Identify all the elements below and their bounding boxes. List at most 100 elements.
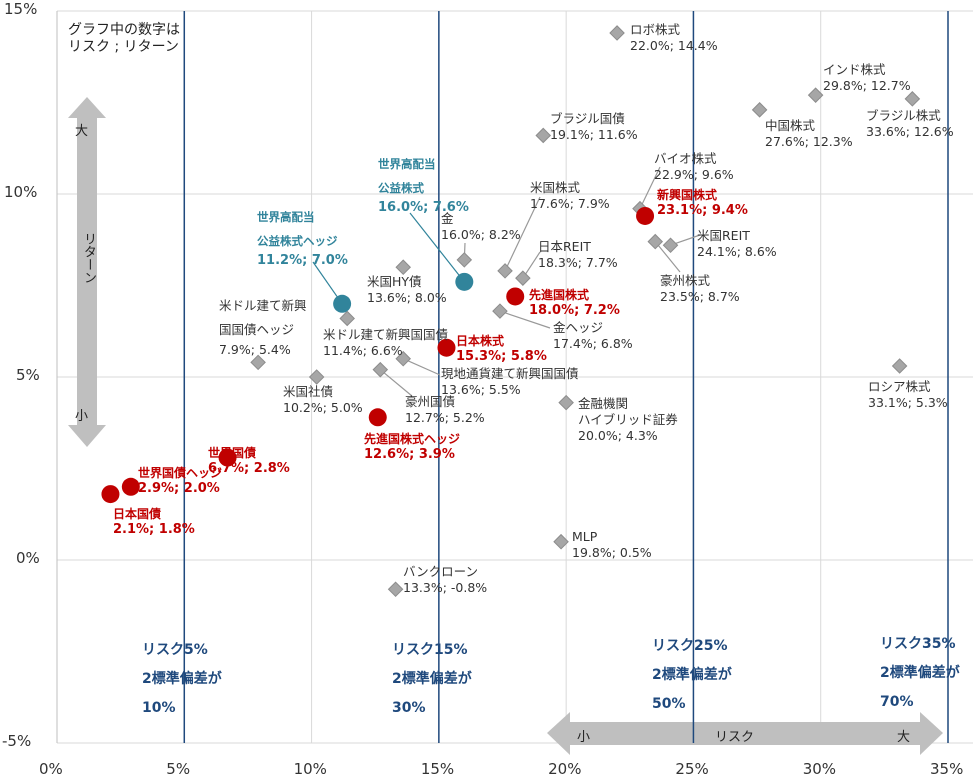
- risk-annotation-line: リスク15%: [392, 642, 468, 658]
- risk-annotation: リスク5% 2標準偏差が 10%: [142, 636, 222, 723]
- data-label-name: 豪州国債: [405, 394, 456, 409]
- data-label: 米ドル建て新興 国国債ヘッジ 7.9%; 5.4%: [219, 294, 307, 358]
- risk-annotation-line: 2標準偏差が: [142, 671, 222, 687]
- data-point-circle: [121, 477, 140, 496]
- data-label-value: 16.0%; 7.6%: [378, 200, 469, 215]
- leader-line: [499, 310, 551, 329]
- data-label-value: 16.0%; 8.2%: [441, 227, 521, 242]
- data-label: 世界国債ヘッジ 2.9%; 2.0%: [138, 465, 222, 497]
- data-label-name: 現地通貨建て新興国国債: [441, 366, 579, 381]
- data-label-value: 15.3%; 5.8%: [456, 349, 547, 364]
- data-label: 現地通貨建て新興国国債 13.6%; 5.5%: [441, 366, 579, 398]
- data-point-diamond: [535, 127, 552, 144]
- data-label: 米ドル建て新興国国債 11.4%; 6.6%: [323, 327, 448, 359]
- data-label-value: 7.9%; 5.4%: [219, 342, 291, 357]
- data-label: 日本国債 2.1%; 1.8%: [113, 506, 195, 538]
- data-label-name: 米国株式: [530, 180, 581, 195]
- data-label-name: バンクローン: [403, 564, 479, 579]
- data-label-name: 新興国株式: [657, 188, 718, 202]
- data-label-value: 23.5%; 8.7%: [660, 289, 740, 304]
- data-label-value: 23.1%; 9.4%: [657, 203, 748, 218]
- data-point-circle: [506, 287, 525, 306]
- data-label-value: 13.6%; 8.0%: [367, 290, 447, 305]
- data-label: 日本株式 15.3%; 5.8%: [456, 333, 547, 365]
- data-point-diamond: [387, 581, 404, 598]
- data-label: 豪州国債 12.7%; 5.2%: [405, 394, 485, 426]
- data-label-value: 20.0%; 4.3%: [578, 428, 658, 443]
- data-point-diamond: [553, 533, 569, 550]
- data-label-name: 金ヘッジ: [553, 320, 604, 335]
- data-label-value: 19.8%; 0.5%: [572, 545, 652, 560]
- leader-line: [379, 369, 413, 397]
- data-point-diamond: [609, 25, 625, 41]
- data-point-diamond: [497, 263, 513, 279]
- data-point-diamond: [904, 91, 921, 107]
- data-label-value: 12.6%; 3.9%: [364, 447, 455, 462]
- y-tick-label: 5%: [16, 366, 40, 384]
- data-label-value: 33.1%; 5.3%: [868, 395, 948, 410]
- data-label: ロシア株式 33.1%; 5.3%: [868, 379, 948, 411]
- data-label: 日本REIT 18.3%; 7.7%: [538, 239, 618, 271]
- data-label: 金融機関 ハイブリッド証券 20.0%; 4.3%: [578, 396, 678, 444]
- data-label-name: 日本国債: [113, 507, 162, 521]
- data-point-diamond: [456, 252, 473, 268]
- y-arrow-label: リターン: [81, 232, 96, 284]
- risk-arrow: [547, 712, 943, 755]
- data-label: 先進国株式 18.0%; 7.2%: [529, 287, 620, 319]
- data-label-name: 豪州株式: [660, 273, 711, 288]
- data-label-value: 6.7%; 2.8%: [208, 461, 290, 476]
- leader-line: [409, 212, 465, 283]
- leader-line: [402, 358, 441, 376]
- return-arrow: [68, 97, 106, 447]
- note-line: グラフ中の数字は: [68, 22, 180, 38]
- data-label: 新興国株式 23.1%; 9.4%: [657, 187, 748, 219]
- data-label-name: ブラジル株式: [866, 108, 941, 123]
- data-label-value: 12.7%; 5.2%: [405, 410, 485, 425]
- data-label-name: ブラジル国債: [550, 111, 625, 126]
- data-label: 米国株式 17.6%; 7.9%: [530, 180, 610, 212]
- risk-annotation: リスク15% 2標準偏差が 30%: [392, 636, 472, 723]
- x-tick-label: 15%: [420, 760, 455, 778]
- risk-annotation-line: リスク35%: [880, 636, 956, 652]
- data-label: MLP 19.8%; 0.5%: [572, 529, 652, 561]
- data-point-diamond: [751, 102, 768, 118]
- x-arrow-right: 大: [897, 730, 911, 745]
- data-label-name: 日本REIT: [538, 239, 591, 254]
- data-point-circle: [333, 294, 352, 313]
- x-tick-label: 30%: [802, 760, 837, 778]
- data-point-circle: [101, 485, 120, 504]
- data-label-value: 13.6%; 5.5%: [441, 382, 521, 397]
- chart-note: グラフ中の数字は リスク ; リターン: [68, 22, 180, 56]
- risk-annotation-line: 2標準偏差が: [392, 671, 472, 687]
- risk-annotation-line: 10%: [142, 700, 176, 716]
- data-label: バンクローン 13.3%; -0.8%: [403, 564, 487, 596]
- data-label-name: 米ドル建て新興: [219, 298, 307, 313]
- data-label-value: 29.8%; 12.7%: [823, 78, 911, 93]
- y-tick-label: 0%: [16, 549, 40, 567]
- data-label-name: 中国株式: [765, 118, 816, 133]
- x-arrow-label: リスク: [715, 730, 755, 745]
- data-label-name: ロシア株式: [868, 379, 931, 394]
- data-label-name: 世界国債ヘッジ: [138, 466, 223, 480]
- data-point-circle: [455, 272, 474, 291]
- data-label-name: ハイブリッド証券: [578, 412, 678, 427]
- data-label-name: バイオ株式: [654, 151, 717, 166]
- data-label-value: 24.1%; 8.6%: [697, 244, 777, 259]
- data-label: バイオ株式 22.9%; 9.6%: [654, 151, 734, 183]
- data-label: 先進国株式ヘッジ 12.6%; 3.9%: [364, 431, 460, 463]
- data-label-name: 日本株式: [456, 334, 505, 348]
- risk-annotation-line: 2標準偏差が: [652, 667, 732, 683]
- data-label-name: 公益株式ヘッジ: [257, 234, 338, 248]
- data-label-value: 2.9%; 2.0%: [138, 481, 220, 496]
- data-label-name: 公益株式: [378, 181, 424, 195]
- risk-annotation-line: 30%: [392, 700, 426, 716]
- data-label-name: 米国REIT: [697, 228, 750, 243]
- data-label-value: 33.6%; 12.6%: [866, 124, 954, 139]
- data-label: 金ヘッジ 17.4%; 6.8%: [553, 320, 633, 352]
- x-tick-label: 35%: [930, 760, 964, 778]
- data-label-value: 18.3%; 7.7%: [538, 255, 618, 270]
- data-label-name: 金融機関: [578, 396, 629, 411]
- data-point-diamond: [807, 87, 824, 103]
